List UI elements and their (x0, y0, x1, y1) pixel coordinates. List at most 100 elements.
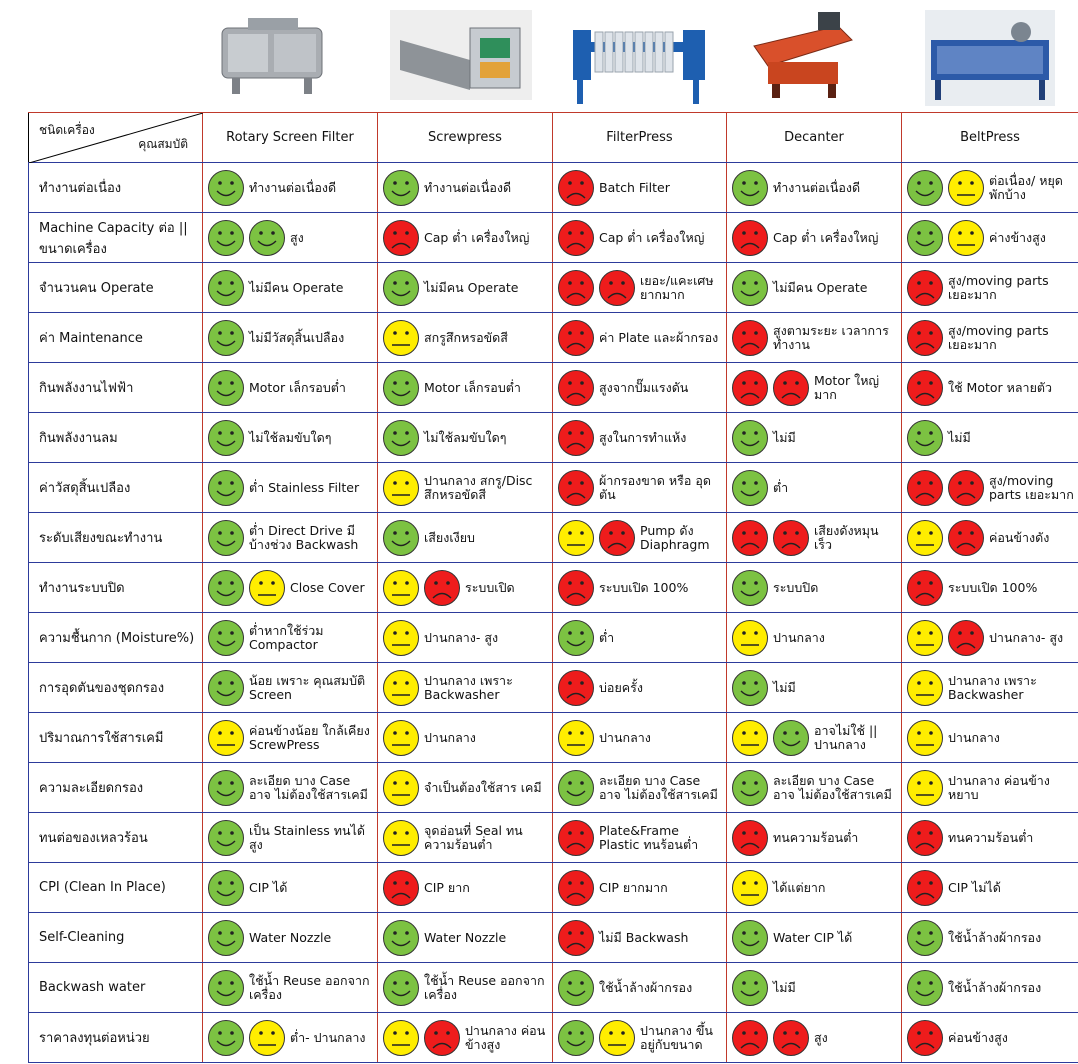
rating-faces (382, 819, 420, 857)
bad-face-icon (732, 319, 768, 356)
row-label: CPI (Clean In Place) (28, 862, 203, 913)
rating-cell-content: ไม่มี (731, 669, 897, 707)
rating-note: ไม่มี Backwash (599, 929, 689, 945)
rating-note: ปานกลาง เพราะ Backwasher (424, 672, 513, 702)
rating-cell: ต่อเนื่อง/ หยุดพักบ้าง (901, 162, 1078, 213)
medium-face-icon (208, 719, 244, 756)
rating-cell: จุดอ่อนที่ Seal ทนความร้อนต่ำ (377, 812, 553, 863)
rating-faces (731, 919, 769, 957)
rating-cell: Motor ใหญ่ มาก (726, 362, 902, 413)
medium-face-icon (383, 469, 419, 506)
rating-cell: Close Cover (202, 562, 378, 613)
rating-cell-content: สูง (207, 219, 373, 257)
rating-cell-content: ต่ำ (731, 469, 897, 507)
row-label: ความละเอียดกรอง (28, 762, 203, 813)
good-face-icon (383, 519, 419, 556)
rating-faces (557, 669, 595, 707)
rating-note: สูง/moving parts เยอะมาก (948, 272, 1049, 302)
rating-faces (382, 769, 420, 807)
rating-note: ระบบเปิด 100% (948, 579, 1038, 595)
rating-cell-content: ไม่ใช้ลมขับใดๆ (382, 419, 548, 457)
rating-cell: ปานกลาง (726, 612, 902, 663)
rating-note: ใช้น้ำ Reuse ออกจากเครื่อง (249, 972, 370, 1002)
rating-note: จุดอ่อนที่ Seal ทนความร้อนต่ำ (424, 822, 523, 852)
rating-note: เสียงดังหมุน เร็ว (814, 522, 879, 552)
rating-faces (382, 169, 420, 207)
rating-cell: ไม่มีคน Operate (726, 262, 902, 313)
row-label: การอุดตันของชุดกรอง (28, 662, 203, 713)
rating-cell-content: ทนความร้อนต่ำ (731, 819, 897, 857)
rating-faces (557, 819, 595, 857)
rating-faces (207, 269, 245, 307)
rating-faces (731, 969, 769, 1007)
good-face-icon (558, 769, 594, 806)
rating-cell-content: ปานกลาง ค่อนข้างหยาบ (906, 769, 1074, 807)
good-face-icon (383, 169, 419, 206)
good-face-icon (907, 419, 943, 456)
rating-cell: Water Nozzle (377, 912, 553, 963)
good-face-icon (208, 969, 244, 1006)
rating-faces (906, 269, 944, 307)
rating-note: สูงในการทำแห้ง (599, 429, 687, 445)
rating-note: Motor เล็กรอบต่ำ (249, 379, 346, 395)
good-face-icon (907, 169, 943, 206)
rating-note: เสียงเงียบ (424, 529, 475, 545)
rating-cell-content: Water CIP ได้ (731, 919, 897, 957)
bad-face-icon (907, 269, 943, 306)
rating-faces (207, 869, 245, 907)
rating-cell: ปานกลาง ค่อนข้างสูง (377, 1012, 553, 1063)
rating-cell-content: จุดอ่อนที่ Seal ทนความร้อนต่ำ (382, 819, 548, 857)
rating-cell-content: สูงจากปั๊มแรงดัน (557, 369, 722, 407)
table-row: ระดับเสียงขณะทำงาน ต่ำ Direct Drive มีบ้า… (28, 512, 1078, 563)
rating-faces (382, 669, 420, 707)
rating-cell-content: ปานกลาง ค่อนข้างสูง (382, 1019, 548, 1057)
rating-note: Plate&Frame Plastic ทนร้อนต่ำ (599, 822, 699, 852)
rating-cell-content: Batch Filter (557, 169, 722, 207)
rating-cell-content: ละเอียด บาง Case อาจ ไม่ต้องใช้สารเคมี (731, 769, 897, 807)
rating-cell: ค่อนข้างน้อย ใกล้เคียง ScrewPress (202, 712, 378, 763)
rating-note: ต่ำ (599, 629, 615, 645)
rating-note: CIP ยาก (424, 879, 470, 895)
rating-cell-content: CIP ยาก (382, 869, 548, 907)
good-face-icon (208, 869, 244, 906)
rating-cell: สูง/moving parts เยอะมาก (901, 262, 1078, 313)
rating-faces (731, 169, 769, 207)
rating-note: ต่อเนื่อง/ หยุดพักบ้าง (989, 172, 1063, 202)
rating-cell: สูง/moving parts เยอะมาก (901, 462, 1078, 513)
rating-faces (557, 519, 636, 557)
rating-note: Batch Filter (599, 179, 670, 195)
rating-faces (731, 619, 769, 657)
rating-cell: สูงจากปั๊มแรงดัน (552, 362, 727, 413)
rating-cell: ค่า Plate และผ้ากรอง (552, 312, 727, 363)
rating-cell-content: ค่างข้างสูง (906, 219, 1074, 257)
rating-cell: ไม่มีคน Operate (377, 262, 553, 313)
rating-cell: ค่อนข้างสูง (901, 1012, 1078, 1063)
medium-face-icon (732, 619, 768, 656)
good-face-icon (208, 669, 244, 706)
rating-faces (731, 719, 810, 757)
good-face-icon (208, 169, 244, 206)
row-label: กินพลังงานไฟฟ้า (28, 362, 203, 413)
rating-faces (906, 169, 985, 207)
rating-cell-content: ระบบปิด (731, 569, 897, 607)
rating-cell-content: Cap ต่ำ เครื่องใหญ่ (731, 219, 897, 257)
rating-cell: ใช้น้ำล้างผ้ากรอง (901, 912, 1078, 963)
row-label: ทนต่อของเหลวร้อน (28, 812, 203, 863)
rating-cell: CIP ไม่ได้ (901, 862, 1078, 913)
rating-faces (906, 469, 985, 507)
good-face-icon (208, 219, 244, 256)
rating-cell-content: น้อย เพราะ คุณสมบัติ Screen (207, 669, 373, 707)
rating-cell: ต่ำ (552, 612, 727, 663)
rating-note: ทำงานต่อเนื่องดี (249, 179, 337, 195)
good-face-icon (383, 369, 419, 406)
rating-cell-content: ใช้น้ำล้างผ้ากรอง (557, 969, 722, 1007)
table-row: ทนต่อของเหลวร้อน เป็น Stainless ทนได้สูง จ… (28, 812, 1078, 863)
rating-note: ปานกลาง (948, 729, 1000, 745)
rating-note: ทำงานต่อเนื่องดี (424, 179, 512, 195)
column-header: FilterPress (552, 112, 727, 163)
rating-cell: ใช้น้ำ Reuse ออกจากเครื่อง (202, 962, 378, 1013)
row-label: ทำงานระบบปิด (28, 562, 203, 613)
rating-cell: ละเอียด บาง Case อาจ ไม่ต้องใช้สารเคมี (552, 762, 727, 813)
rating-cell: ค่อนข้างดัง (901, 512, 1078, 563)
rating-cell: ไม่มี (901, 412, 1078, 463)
